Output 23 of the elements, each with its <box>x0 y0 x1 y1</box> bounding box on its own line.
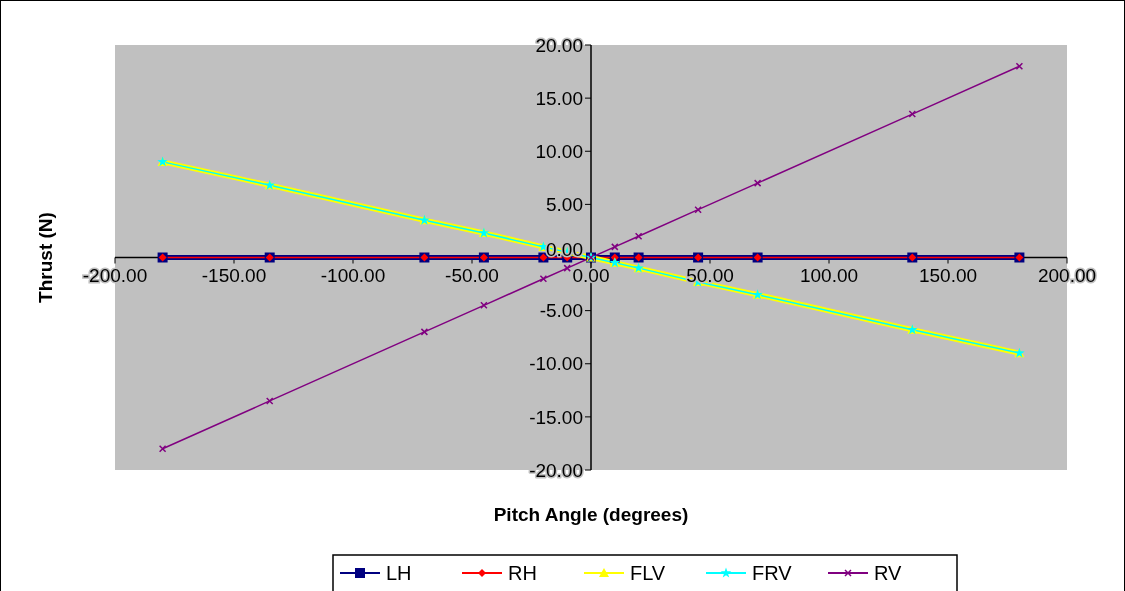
y-tick-label: -10.00 <box>529 353 583 375</box>
x-tick-label: -100.00 <box>320 264 386 286</box>
legend-label: LH <box>386 562 412 584</box>
legend-label: FRV <box>752 562 793 584</box>
x-axis-title: Pitch Angle (degrees) <box>493 504 689 525</box>
x-tick-label: -50.00 <box>445 264 499 286</box>
x-tick-label: -150.00 <box>201 264 267 286</box>
y-tick-label: 15.00 <box>535 87 583 109</box>
legend-label: RH <box>508 562 537 584</box>
y-tick-label: -20.00 <box>529 459 583 481</box>
legend-label: FLV <box>630 562 666 584</box>
x-tick-label: 200.00 <box>1037 264 1097 286</box>
y-tick-label: 5.00 <box>546 194 583 216</box>
x-tick-label: 50.00 <box>686 264 734 286</box>
y-tick-label: -5.00 <box>539 300 583 322</box>
x-tick-label: -200.00 <box>82 264 148 286</box>
x-tick-label: 150.00 <box>918 264 978 286</box>
legend-label: RV <box>874 562 903 584</box>
y-tick-label: -15.00 <box>529 406 583 428</box>
y-axis-title: Thrust (N) <box>35 212 56 303</box>
y-tick-label: 10.00 <box>535 140 583 162</box>
x-tick-label: 100.00 <box>799 264 859 286</box>
y-tick-label: 20.00 <box>535 34 583 56</box>
